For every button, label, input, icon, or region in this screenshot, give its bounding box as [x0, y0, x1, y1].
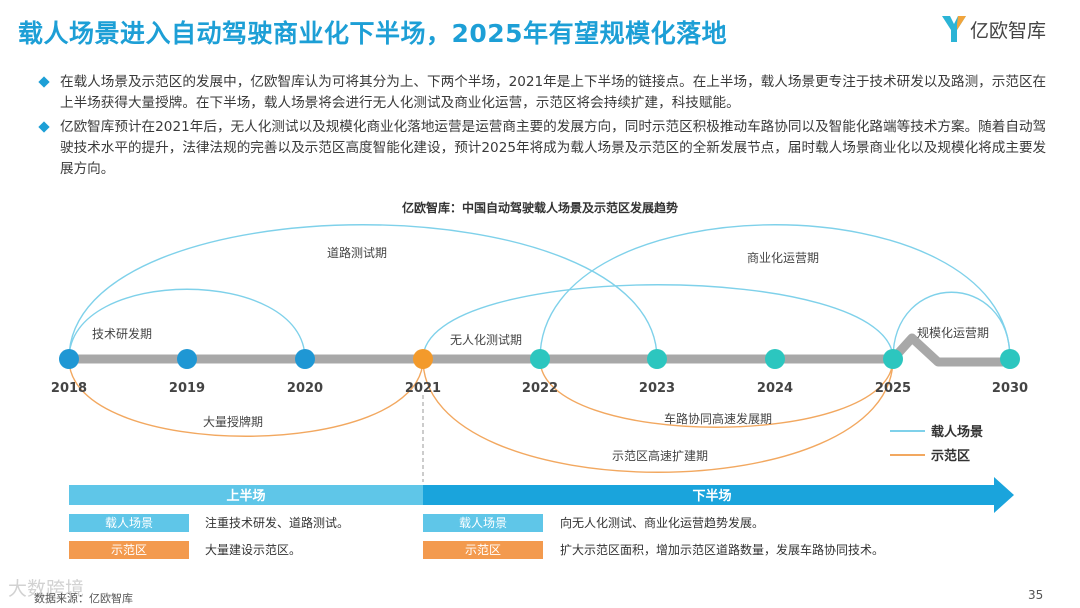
node-2030	[1000, 349, 1020, 369]
first-half-label: 上半场	[226, 488, 265, 504]
summary-text: 大量建设示范区。	[205, 543, 301, 557]
tag-text: 示范区	[465, 543, 501, 557]
year-label: 2022	[522, 381, 558, 396]
year-label: 2021	[405, 381, 441, 396]
node-2023	[647, 349, 667, 369]
summary-text: 注重技术研发、道路测试。	[205, 515, 349, 530]
tag-passenger-first	[69, 514, 189, 532]
bullet-text: 在载人场景及示范区的发展中，亿欧智库认为可将其分为上、下两个半场，2021年是上…	[60, 74, 1047, 111]
node-2020	[295, 349, 315, 369]
second-half-label: 下半场	[692, 488, 731, 504]
year-label: 2020	[287, 381, 323, 396]
phase-label-license: 大量授牌期	[203, 414, 263, 429]
bullet-list: 在载人场景及示范区的发展中，亿欧智库认为可将其分为上、下两个半场，2021年是上…	[38, 72, 1058, 183]
tag-passenger-second	[423, 514, 543, 532]
source-note: 数据来源：亿欧智库	[34, 592, 133, 605]
watermark: 大数跨境	[8, 578, 85, 600]
phase-label-scale-ops: 规模化运营期	[917, 325, 989, 340]
arc-scale-ops	[892, 291, 1011, 360]
year-label: 2023	[639, 381, 675, 396]
phase-label-unmanned-test: 无人化测试期	[450, 332, 522, 347]
arc-v2x	[539, 358, 894, 428]
phase-label-tech-rd: 技术研发期	[92, 326, 152, 341]
phase-label-expansion: 示范区高速扩建期	[612, 448, 708, 463]
logo-icon	[942, 16, 966, 42]
arc-license	[68, 358, 424, 437]
summary-text: 向无人化测试、商业化运营趋势发展。	[560, 515, 764, 530]
legend-label-demo: 示范区	[931, 448, 970, 464]
arc-commercial-ops	[539, 224, 1011, 360]
tag-demo-second	[423, 541, 543, 559]
second-half-arrow	[423, 477, 1014, 513]
tag-text: 载人场景	[105, 516, 153, 530]
node-2022	[530, 349, 550, 369]
node-2018	[59, 349, 79, 369]
year-label: 2025	[875, 381, 911, 396]
logo-text: 亿欧智库	[970, 19, 1047, 42]
year-label: 2019	[169, 381, 205, 396]
phase-label-v2x: 车路协同高速发展期	[664, 411, 772, 426]
legend-label-passenger: 载人场景	[931, 424, 983, 440]
bullet-text: 亿欧智库预计在2021年后，无人化测试以及规模化商业化落地运营是运营商主要的发展…	[60, 119, 1047, 177]
page-number: 35	[1028, 588, 1044, 602]
node-2025	[883, 349, 903, 369]
year-label: 2024	[757, 381, 793, 396]
page-title: 载人场景进入自动驾驶商业化下半场，2025年有望规模化落地	[18, 19, 728, 48]
timeline-axis	[69, 333, 1010, 367]
arc-unmanned-test	[422, 284, 894, 360]
phase-label-commercial-ops: 商业化运营期	[747, 250, 819, 265]
year-label: 2018	[51, 381, 87, 396]
phase-label-road-test: 道路测试期	[327, 245, 387, 260]
year-label: 2030	[992, 381, 1028, 396]
node-2021	[413, 349, 433, 369]
logo: 亿欧智库	[940, 14, 1046, 44]
summary-text: 扩大示范区面积，增加示范区道路数量，发展车路协同技术。	[560, 542, 884, 557]
node-2024	[765, 349, 785, 369]
tag-demo-first	[69, 541, 189, 559]
arc-expansion	[422, 358, 894, 473]
chart-title: 亿欧智库：中国自动驾驶载人场景及示范区发展趋势	[402, 200, 678, 215]
arc-road-test	[68, 224, 658, 360]
node-2019	[177, 349, 197, 369]
first-half-bar	[69, 485, 423, 505]
bullet-item: 亿欧智库预计在2021年后，无人化测试以及规模化商业化落地运营是运营商主要的发展…	[38, 117, 1058, 180]
bullet-item: 在载人场景及示范区的发展中，亿欧智库认为可将其分为上、下两个半场，2021年是上…	[38, 72, 1058, 114]
tag-text: 示范区	[111, 543, 147, 557]
arc-tech-rd	[68, 288, 306, 360]
tag-text: 载人场景	[459, 516, 507, 530]
